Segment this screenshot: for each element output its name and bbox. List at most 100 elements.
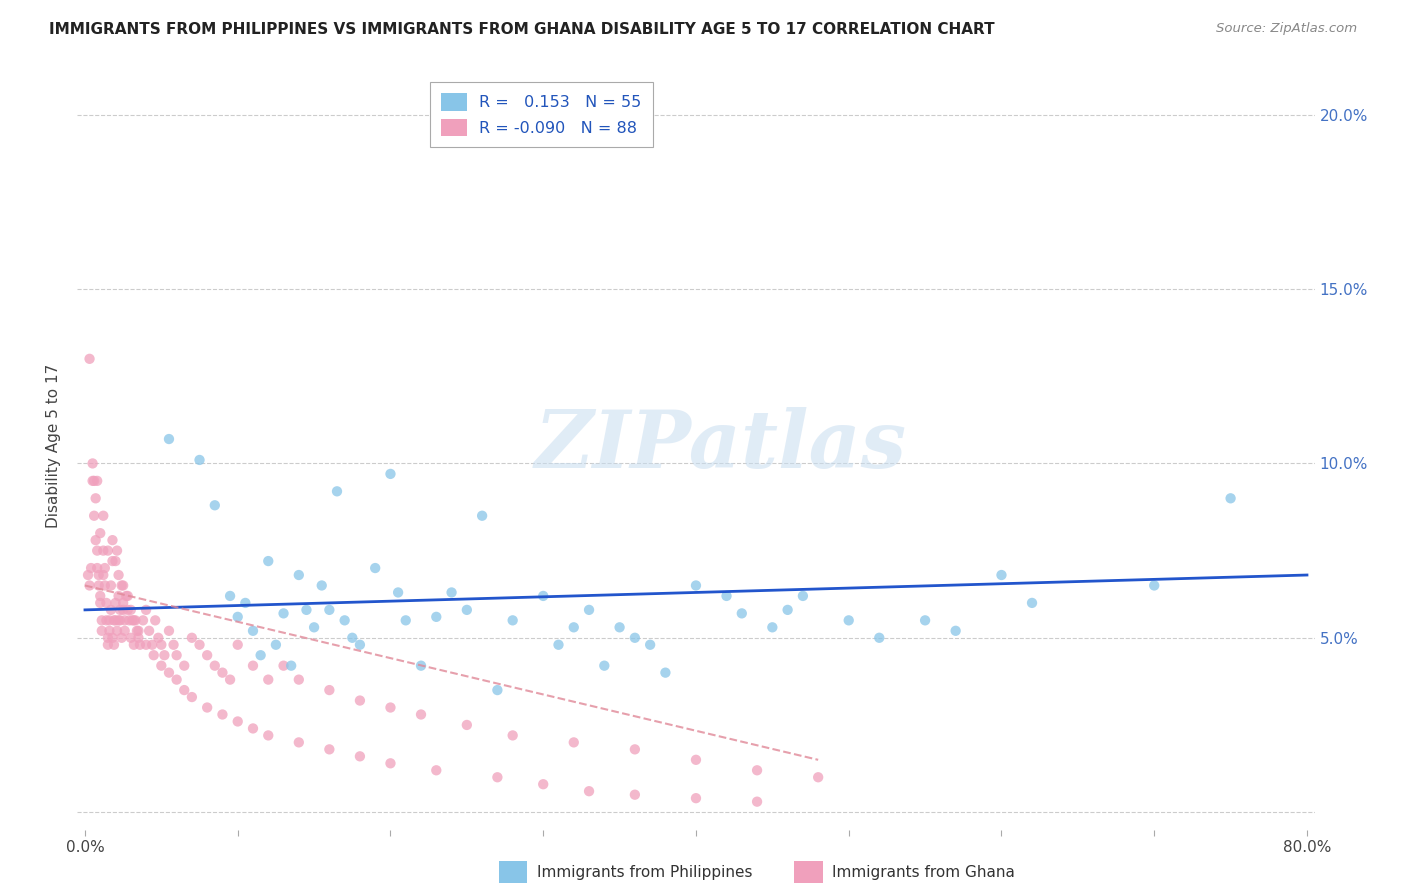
Point [157, 665, 180, 680]
Point [264, 638, 287, 652]
Point [456, 603, 478, 617]
Point [79, 578, 101, 592]
Point [792, 589, 814, 603]
Point [242, 658, 264, 673]
Point [249, 648, 271, 663]
Point [83, 508, 105, 523]
Point [96, 596, 118, 610]
Point [166, 648, 188, 663]
Point [114, 613, 136, 627]
Point [257, 728, 280, 742]
Point [761, 620, 783, 634]
Point [471, 508, 494, 523]
Point [342, 631, 364, 645]
Point [638, 638, 661, 652]
Point [273, 607, 295, 621]
Point [84, 533, 107, 548]
Point [101, 554, 124, 568]
Point [104, 596, 127, 610]
Point [409, 658, 432, 673]
Point [425, 764, 447, 778]
Point [105, 543, 128, 558]
Point [107, 613, 129, 627]
Point [103, 613, 125, 627]
Point [86, 543, 108, 558]
Point [135, 603, 157, 617]
Point [180, 690, 202, 704]
Point [562, 620, 585, 634]
Point [111, 578, 134, 592]
Point [108, 613, 131, 627]
Point [86, 474, 108, 488]
Point [776, 603, 799, 617]
Point [122, 613, 145, 627]
Point [117, 603, 139, 617]
Point [143, 613, 166, 627]
Point [235, 596, 257, 610]
Point [349, 638, 371, 652]
Point [89, 596, 111, 610]
Point [79, 351, 101, 366]
Point [838, 613, 860, 627]
Point [257, 673, 280, 687]
Y-axis label: Disability Age 5 to 17: Disability Age 5 to 17 [46, 364, 62, 528]
Text: Source: ZipAtlas.com: Source: ZipAtlas.com [1216, 22, 1357, 36]
Point [142, 648, 165, 663]
Point [86, 561, 108, 575]
Point [122, 638, 145, 652]
Point [945, 624, 967, 638]
Point [195, 648, 218, 663]
Point [211, 707, 233, 722]
Point [685, 753, 707, 767]
Point [94, 561, 117, 575]
Point [173, 683, 195, 698]
Point [120, 631, 142, 645]
Point [425, 610, 447, 624]
Point [89, 589, 111, 603]
Point [180, 631, 202, 645]
Point [226, 714, 249, 729]
Point [380, 756, 402, 771]
Text: IMMIGRANTS FROM PHILIPPINES VS IMMIGRANTS FROM GHANA DISABILITY AGE 5 TO 17 CORR: IMMIGRANTS FROM PHILIPPINES VS IMMIGRANT… [49, 22, 995, 37]
Point [90, 624, 112, 638]
Point [531, 777, 554, 791]
Point [120, 603, 142, 617]
Point [115, 589, 138, 603]
Legend: R =   0.153   N = 55, R = -0.090   N = 88: R = 0.153 N = 55, R = -0.090 N = 88 [430, 82, 652, 147]
Point [242, 722, 264, 736]
Point [148, 631, 170, 645]
Point [807, 770, 830, 784]
Point [226, 638, 249, 652]
Point [226, 610, 249, 624]
Point [685, 578, 707, 592]
Point [98, 613, 121, 627]
Point [101, 533, 124, 548]
Point [914, 613, 936, 627]
Point [486, 770, 509, 784]
Point [380, 700, 402, 714]
Point [129, 638, 152, 652]
Point [624, 631, 647, 645]
Point [609, 620, 631, 634]
Point [157, 624, 180, 638]
Point [173, 658, 195, 673]
Point [124, 613, 146, 627]
Point [82, 474, 104, 488]
Point [326, 484, 349, 499]
Point [868, 631, 890, 645]
Point [97, 543, 120, 558]
Point [593, 658, 616, 673]
Point [318, 683, 340, 698]
Point [112, 596, 135, 610]
Point [1143, 578, 1166, 592]
Point [108, 603, 131, 617]
Point [280, 658, 302, 673]
Point [219, 673, 242, 687]
Point [90, 613, 112, 627]
Point [685, 791, 707, 805]
Point [990, 568, 1012, 582]
Point [204, 658, 226, 673]
Point [94, 578, 117, 592]
Point [97, 631, 120, 645]
Point [349, 693, 371, 707]
